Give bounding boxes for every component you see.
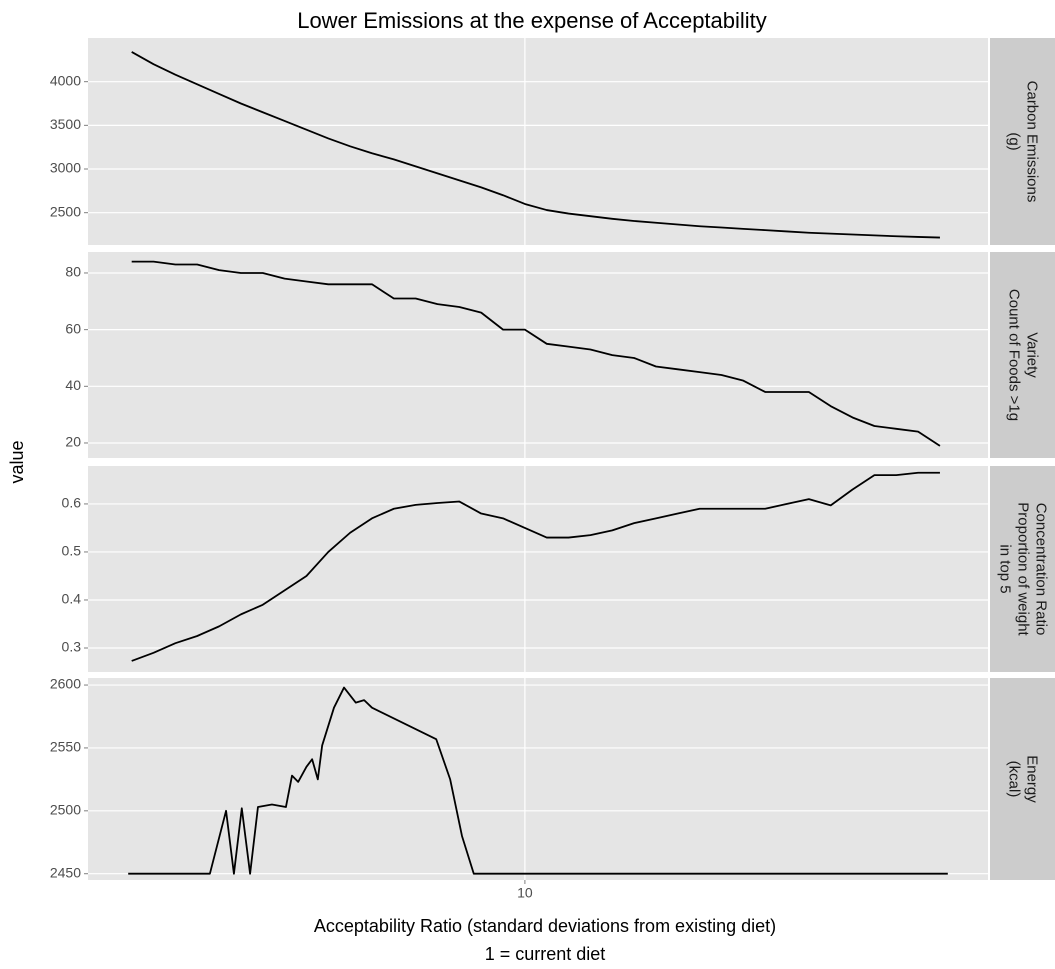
y-tick-label: 2450 xyxy=(50,864,81,880)
strip-background xyxy=(990,38,1055,245)
y-tick-label: 20 xyxy=(65,434,81,450)
x-axis-label: 1 = current diet xyxy=(485,944,606,964)
strip-background xyxy=(990,252,1055,458)
strip: Energy(kcal) xyxy=(1006,755,1041,803)
panel-background xyxy=(88,252,988,458)
y-tick-label: 40 xyxy=(65,377,81,393)
y-tick-label: 4000 xyxy=(50,72,81,88)
x-axis-label: Acceptability Ratio (standard deviations… xyxy=(314,916,776,936)
strip-label: Count of Foods >1g xyxy=(1006,289,1023,421)
y-tick-label: 0.4 xyxy=(62,591,82,607)
y-tick-label: 2600 xyxy=(50,676,81,692)
x-tick-label: 10 xyxy=(517,885,533,901)
data-line xyxy=(131,260,941,447)
strip-label: Proportion of weight xyxy=(1015,502,1032,636)
y-tick-label: 2500 xyxy=(50,802,81,818)
y-tick-label: 3000 xyxy=(50,160,81,176)
data-line xyxy=(131,51,940,239)
strip-background xyxy=(990,466,1055,672)
panel-background xyxy=(88,38,988,245)
y-axis-label: value xyxy=(7,440,27,483)
strip-label: Carbon Emissions xyxy=(1024,81,1041,203)
panel-background xyxy=(88,678,988,880)
strip-background xyxy=(990,678,1055,880)
y-tick-label: 3500 xyxy=(50,116,81,132)
strip: Carbon Emissions(g) xyxy=(1006,81,1041,203)
data-line xyxy=(128,686,948,875)
y-tick-label: 80 xyxy=(65,264,81,280)
strip-label: Variety xyxy=(1024,332,1041,378)
y-tick-label: 2550 xyxy=(50,739,81,755)
strip-label: (g) xyxy=(1006,132,1023,150)
panel-background xyxy=(88,466,988,672)
strip-label: (kcal) xyxy=(1006,761,1023,798)
chart-title: Lower Emissions at the expense of Accept… xyxy=(297,8,767,33)
y-tick-label: 0.5 xyxy=(62,543,82,559)
strip-label: in top 5 xyxy=(997,544,1014,593)
y-tick-label: 2500 xyxy=(50,203,81,219)
strip-label: Concentration Ratio xyxy=(1033,503,1050,636)
data-line xyxy=(131,471,940,662)
y-tick-label: 0.3 xyxy=(62,639,82,655)
y-tick-label: 0.6 xyxy=(62,495,82,511)
strip-label: Energy xyxy=(1024,755,1041,803)
y-tick-label: 60 xyxy=(65,320,81,336)
